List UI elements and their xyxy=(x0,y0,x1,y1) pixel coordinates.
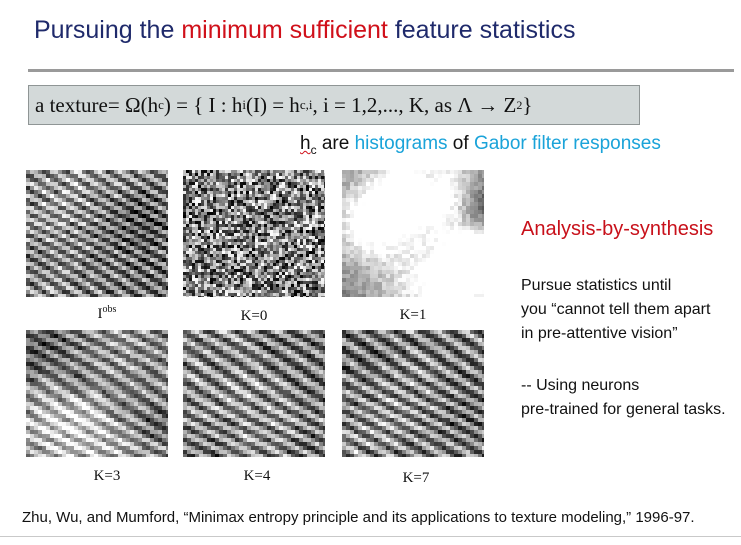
texture-label-k1: K=1 xyxy=(399,307,427,323)
caption-histograms: histograms xyxy=(354,133,448,154)
title-text-start: Pursuing the xyxy=(34,16,182,44)
pursue-text-line3: in pre-attentive vision” xyxy=(521,325,678,342)
texture-image-k7 xyxy=(342,330,484,457)
texture-image-k4 xyxy=(183,330,325,457)
formula-part: , i = 1,2,..., K, as Λ → Z xyxy=(312,92,517,117)
texture-label-observed: Iobs xyxy=(97,304,117,322)
formula-part: } xyxy=(522,92,533,117)
texture-label-k4: K=4 xyxy=(243,468,271,484)
texture-image-k3 xyxy=(26,330,168,457)
texture-label-k0: K=0 xyxy=(240,308,268,324)
texture-image-observed xyxy=(26,170,168,297)
neurons-text-line1: -- Using neurons xyxy=(521,377,640,394)
caption-text: of xyxy=(447,133,474,154)
title-accent: minimum sufficient xyxy=(181,16,388,44)
pursue-text-line2: you “cannot tell them apart xyxy=(521,301,711,318)
formula-sub: c xyxy=(158,97,164,112)
texture-image-k0 xyxy=(183,170,325,297)
formula-part: = Ω(h xyxy=(107,92,159,117)
analysis-heading: Analysis-by-synthesis xyxy=(521,218,714,240)
neurons-text-line2: pre-trained for general tasks. xyxy=(521,401,726,418)
caption-text: are xyxy=(316,133,355,154)
formula-sub: i xyxy=(242,97,246,112)
pursue-text-line1: Pursue statistics until xyxy=(521,277,672,294)
formula-part: (I) = h xyxy=(245,92,300,117)
caption-gabor: Gabor filter responses xyxy=(473,133,661,154)
texture-label-k3: K=3 xyxy=(93,468,121,484)
formula-part: ) = { I : h xyxy=(163,92,243,117)
formula-lhs: a texture xyxy=(35,92,108,117)
footer-divider xyxy=(0,536,741,537)
hc-symbol: hc xyxy=(300,133,317,157)
title-divider xyxy=(28,69,734,72)
title-text-end: feature statistics xyxy=(387,16,576,44)
histogram-caption: hc are histograms of Gabor filter respon… xyxy=(300,133,661,157)
formula-sub: c,i xyxy=(299,97,313,112)
texture-image-k1 xyxy=(342,170,484,297)
citation: Zhu, Wu, and Mumford, “Minimax entropy p… xyxy=(22,509,695,526)
slide-title: Pursuing the minimum sufficient feature … xyxy=(34,16,575,45)
formula-sup: 2 xyxy=(516,97,523,112)
texture-label-k7: K=7 xyxy=(402,470,430,486)
